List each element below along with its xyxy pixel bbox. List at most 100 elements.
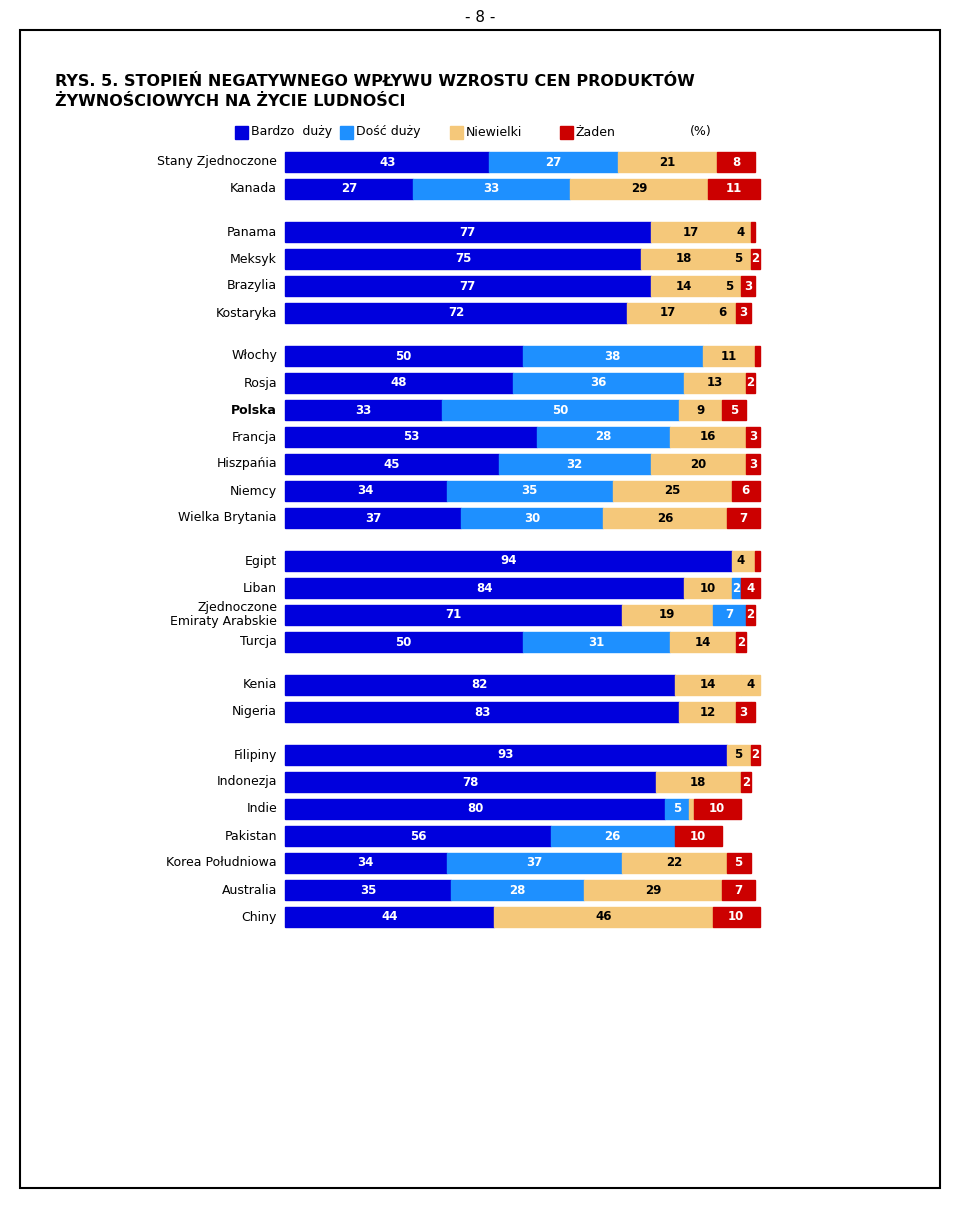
Text: Francja: Francja xyxy=(231,431,277,444)
Text: 20: 20 xyxy=(690,457,707,471)
Text: Dość duży: Dość duży xyxy=(356,126,420,138)
Text: 9: 9 xyxy=(697,403,705,416)
Text: 4: 4 xyxy=(746,582,755,594)
Text: 5: 5 xyxy=(730,403,738,416)
Bar xyxy=(285,179,413,198)
Text: 78: 78 xyxy=(462,776,478,789)
Bar xyxy=(285,702,680,722)
Text: 35: 35 xyxy=(521,484,538,497)
Bar xyxy=(560,126,573,139)
Text: 2: 2 xyxy=(747,376,755,390)
Text: 50: 50 xyxy=(396,350,412,363)
Text: 36: 36 xyxy=(590,376,607,390)
Text: 3: 3 xyxy=(749,431,756,444)
Text: 31: 31 xyxy=(588,635,604,649)
Text: 2: 2 xyxy=(737,635,745,649)
Text: 30: 30 xyxy=(524,512,540,524)
Text: 18: 18 xyxy=(676,253,692,265)
Bar xyxy=(494,908,712,927)
Text: 71: 71 xyxy=(445,609,462,622)
Text: (%): (%) xyxy=(690,126,711,138)
Bar xyxy=(746,373,756,393)
Text: 2: 2 xyxy=(742,776,750,789)
Bar xyxy=(340,126,353,139)
Bar xyxy=(736,632,746,652)
Text: 45: 45 xyxy=(384,457,400,471)
Bar xyxy=(551,826,675,846)
Bar xyxy=(442,401,680,420)
Text: 4: 4 xyxy=(737,554,745,567)
Text: 11: 11 xyxy=(721,350,737,363)
Text: 3: 3 xyxy=(749,457,756,471)
Text: Włochy: Włochy xyxy=(231,350,277,363)
Text: RYS. 5. STOPIEŃ NEGATYWNEGO WPŁYWU WZROSTU CEN PRODUKTÓW: RYS. 5. STOPIEŃ NEGATYWNEGO WPŁYWU WZROS… xyxy=(55,75,695,90)
Text: 94: 94 xyxy=(500,554,516,567)
Text: Australia: Australia xyxy=(222,883,277,897)
Text: 84: 84 xyxy=(476,582,492,594)
Bar xyxy=(585,880,722,900)
Text: Rosja: Rosja xyxy=(244,376,277,390)
Text: 6: 6 xyxy=(742,484,750,497)
Text: 53: 53 xyxy=(402,431,420,444)
Bar xyxy=(285,302,627,323)
Text: Zjednoczone: Zjednoczone xyxy=(197,601,277,615)
Text: 82: 82 xyxy=(471,679,488,691)
Bar xyxy=(741,675,760,695)
Text: 12: 12 xyxy=(700,705,716,719)
Bar xyxy=(285,346,522,365)
Text: 25: 25 xyxy=(664,484,681,497)
Bar xyxy=(746,427,760,446)
Bar xyxy=(285,454,499,474)
Text: 28: 28 xyxy=(510,883,526,897)
Bar xyxy=(680,401,722,420)
Bar xyxy=(285,772,656,793)
Bar xyxy=(285,401,442,420)
Bar xyxy=(499,454,651,474)
Bar xyxy=(285,675,675,695)
Text: 5: 5 xyxy=(734,857,743,870)
Bar xyxy=(712,908,760,927)
Bar xyxy=(285,908,494,927)
Text: 3: 3 xyxy=(739,705,748,719)
Bar xyxy=(732,482,760,501)
Text: 19: 19 xyxy=(660,609,676,622)
Bar xyxy=(285,276,651,296)
Text: Nigeria: Nigeria xyxy=(232,705,277,719)
Bar xyxy=(746,454,760,474)
Text: 10: 10 xyxy=(709,802,726,816)
Bar xyxy=(285,826,551,846)
Text: 2: 2 xyxy=(732,582,740,594)
Bar xyxy=(751,249,760,269)
Bar xyxy=(656,772,741,793)
Text: Liban: Liban xyxy=(243,582,277,594)
Bar xyxy=(622,853,727,872)
Text: 37: 37 xyxy=(526,857,542,870)
Text: Korea Południowa: Korea Południowa xyxy=(166,857,277,870)
Bar xyxy=(722,401,746,420)
Text: 7: 7 xyxy=(734,883,743,897)
Text: 75: 75 xyxy=(455,253,471,265)
Bar xyxy=(741,772,751,793)
Text: 14: 14 xyxy=(695,635,711,649)
Text: Emiraty Arabskie: Emiraty Arabskie xyxy=(170,616,277,628)
Text: 17: 17 xyxy=(660,306,676,319)
Bar xyxy=(722,880,756,900)
Bar xyxy=(746,605,756,626)
Bar xyxy=(741,276,756,296)
Text: 17: 17 xyxy=(683,225,699,238)
Text: 11: 11 xyxy=(726,183,742,196)
Text: 7: 7 xyxy=(725,609,733,622)
Text: ŻYWNOŚCIOWYCH NA ŻYCIE LUDNOŚCI: ŻYWNOŚCIOWYCH NA ŻYCIE LUDNOŚCI xyxy=(55,94,405,109)
Text: Stany Zjednoczone: Stany Zjednoczone xyxy=(157,156,277,168)
Text: 34: 34 xyxy=(357,484,374,497)
Text: Panama: Panama xyxy=(227,225,277,238)
Bar xyxy=(285,482,446,501)
Text: Kenia: Kenia xyxy=(243,679,277,691)
Text: 27: 27 xyxy=(341,183,357,196)
Bar xyxy=(285,880,451,900)
Bar xyxy=(522,632,670,652)
Bar xyxy=(235,126,248,139)
Bar xyxy=(285,745,727,765)
Text: 16: 16 xyxy=(700,431,716,444)
Bar xyxy=(285,152,490,172)
